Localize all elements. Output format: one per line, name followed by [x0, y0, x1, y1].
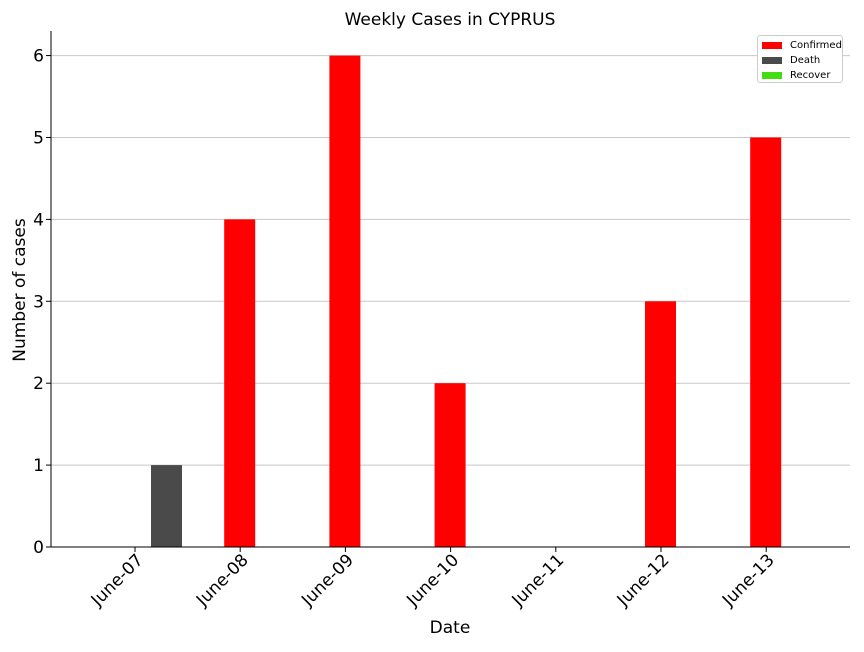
legend-swatch-recover [762, 71, 782, 79]
y-tick-label: 4 [33, 210, 44, 230]
legend-item-recover: Recover [762, 68, 830, 82]
legend-item-confirmed: Confirmed [762, 38, 842, 52]
y-axis-ticks: 0 1 2 3 4 5 6 [33, 47, 51, 558]
legend-label-recover: Recover [790, 69, 831, 81]
y-tick-label: 3 [33, 292, 44, 312]
grid-lines [51, 55, 850, 466]
bar-death-June-07 [151, 465, 182, 547]
bar-confirmed-June-10 [434, 383, 466, 547]
legend-item-death: Death [762, 53, 820, 67]
y-tick-label: 0 [33, 538, 44, 558]
legend-label-confirmed: Confirmed [790, 39, 842, 51]
y-tick-label: 1 [33, 456, 44, 476]
x-tick-label: June-10 [402, 550, 463, 611]
bars [151, 55, 782, 547]
chart-title: Weekly Cases in CYPRUS [345, 10, 556, 30]
y-tick-label: 5 [33, 128, 44, 148]
bar-confirmed-June-12 [645, 301, 676, 547]
x-tick-label: June-12 [613, 550, 674, 611]
legend-label-death: Death [790, 54, 821, 66]
legend-swatch-confirmed [762, 41, 782, 49]
y-axis-label: Number of cases [10, 218, 30, 362]
bar-confirmed-June-09 [329, 55, 361, 547]
x-axis-label: Date [430, 618, 471, 638]
x-tick-label: June-08 [192, 550, 253, 611]
x-tick-label: June-07 [87, 550, 148, 611]
legend-swatch-death [762, 56, 782, 64]
x-tick-label: June-13 [718, 550, 779, 611]
y-tick-label: 2 [33, 374, 44, 394]
x-axis-ticks: June-07 June-08 June-09 June-10 June-11 June-… [87, 547, 779, 611]
x-tick-label: June-09 [297, 550, 358, 611]
bar-confirmed-June-13 [750, 137, 782, 547]
legend: Confirmed Death Recover [757, 35, 843, 83]
y-tick-label: 6 [33, 47, 44, 67]
bar-confirmed-June-08 [224, 219, 256, 547]
x-tick-label: June-11 [508, 550, 569, 611]
